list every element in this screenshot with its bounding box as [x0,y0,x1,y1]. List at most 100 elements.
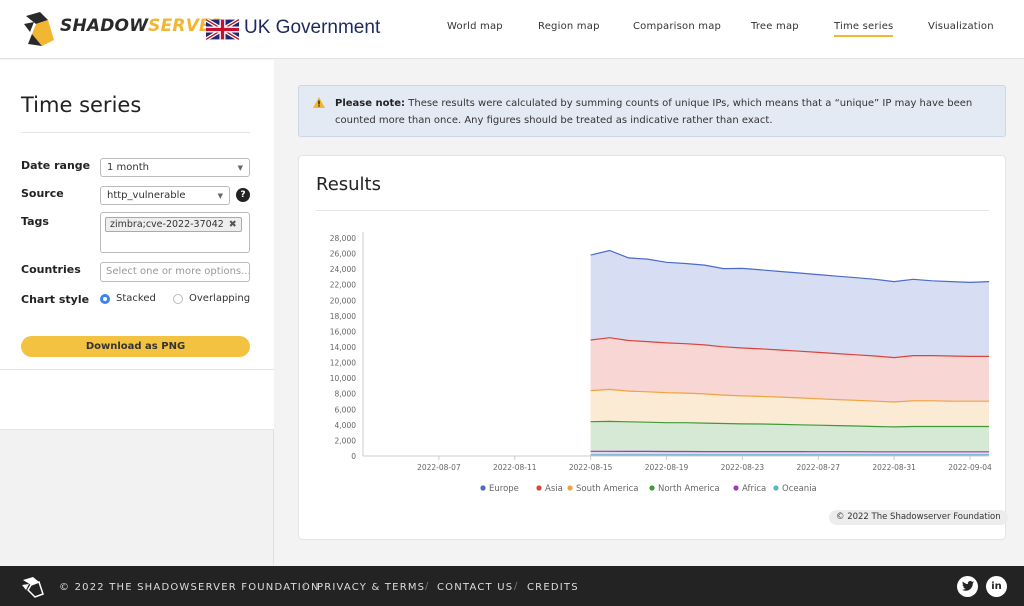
y-tick-label: 28,000 [330,234,356,243]
y-tick-label: 6,000 [335,405,357,414]
nav-comparison-map[interactable]: Comparison map [633,21,722,32]
x-tick-label: 2022-08-07 [417,463,461,472]
chart-credit[interactable]: © 2022 The Shadowserver Foundation [829,510,1008,525]
linkedin-icon[interactable]: in [986,576,1007,597]
source-label: Source [21,187,64,200]
line-asia [590,337,989,359]
notice-bold: Please note: [335,98,406,109]
brand-wordmark: SHADOWSERVER [60,16,225,36]
time-series-chart[interactable]: 0 2,000 4,000 6,000 8,000 10,000 12,000 14,000 1… [299,156,1007,541]
line-north-america [590,420,989,428]
area-north-america [590,421,989,452]
uk-government-label[interactable]: UK Government [244,17,381,38]
y-tick-label: 4,000 [335,421,357,430]
source-select[interactable]: http_vulnerable ▼ [100,186,230,205]
download-panel [0,370,274,430]
y-tick-label: 24,000 [330,265,356,274]
notice-banner: Please note: These results were calculat… [298,85,1006,137]
source-value: http_vulnerable [107,190,186,201]
warning-icon [313,97,325,108]
countries-label: Countries [21,263,81,276]
top-header: SHADOWSERVER UK Government World map Reg… [0,0,1024,59]
footer-copyright: © 2022 THE SHADOWSERVER FOUNDATION [59,582,320,593]
tag-chip-label: zimbra;cve-2022-37042 [110,219,224,230]
chevron-down-icon: ▼ [217,192,223,200]
download-png-button[interactable]: Download as PNG [21,336,250,357]
notice-text: Please note: These results were calculat… [335,95,1000,129]
y-tick-label: 14,000 [330,343,356,352]
y-tick-label: 26,000 [330,250,356,259]
legend-label-asia: Asia [545,484,563,494]
legend-dot-asia [536,485,542,491]
tag-chip: zimbra;cve-2022-37042 ✖ [105,217,242,232]
date-range-label: Date range [21,159,91,172]
y-tick-label: 20,000 [330,296,356,305]
results-divider [316,210,989,211]
nav-world-map[interactable]: World map [447,21,503,32]
uk-flag-icon [206,19,239,40]
footer-separator: / [303,581,307,592]
legend-label-north-america: North America [658,484,720,494]
x-tick-label: 2022-08-11 [493,463,537,472]
tags-label: Tags [21,215,49,228]
chevron-down-icon: ▼ [237,164,243,172]
y-tick-label: 2,000 [335,436,357,445]
twitter-icon[interactable] [957,576,978,597]
legend-dot-north-america [649,485,655,491]
shadowserver-logo[interactable]: SHADOWSERVER [22,10,224,48]
footer-separator: / [514,581,518,592]
x-tick-label: 2022-08-19 [645,463,689,472]
legend-dot-europe [480,485,486,491]
x-tick-label: 2022-08-31 [872,463,916,472]
countries-input[interactable]: Select one or more options... [100,262,250,282]
stacked-label[interactable]: Stacked [116,293,156,304]
x-tick-label: 2022-08-27 [796,463,840,472]
sidebar-title: Time series [21,93,142,117]
legend-label-africa: Africa [742,484,766,494]
legend-dot-africa [733,485,739,491]
y-tick-label: 8,000 [335,390,357,399]
footer-privacy-link[interactable]: PRIVACY & TERMS [317,582,426,593]
line-africa [590,450,989,453]
notice-body: These results were calculated by summing… [335,98,973,126]
x-tick-label: 2022-08-23 [721,463,765,472]
line-europe [590,249,990,284]
x-tick-label: 2022-08-15 [569,463,613,472]
nav-region-map[interactable]: Region map [538,21,600,32]
y-tick-label: 18,000 [330,312,356,321]
line-south-america [590,388,989,403]
area-asia [590,337,989,402]
tags-input[interactable]: zimbra;cve-2022-37042 ✖ [100,212,250,253]
x-tick-label: 2022-09-04 [948,463,992,472]
overlapping-label[interactable]: Overlapping [189,293,251,304]
legend-label-europe: Europe [489,484,519,494]
stacked-radio[interactable] [100,294,110,304]
overlapping-radio[interactable] [173,294,183,304]
date-range-value: 1 month [107,162,149,173]
shadowserver-footer-logo-icon[interactable] [21,576,47,598]
y-tick-label: 12,000 [330,359,356,368]
nav-tree-map[interactable]: Tree map [751,21,799,32]
legend-label-south-america: South America [576,484,638,494]
nav-time-series[interactable]: Time series [834,21,894,37]
y-tick-label: 10,000 [330,374,356,383]
y-tick-label: 22,000 [330,281,356,290]
date-range-select[interactable]: 1 month ▼ [100,158,250,177]
legend-dot-south-america [567,485,573,491]
footer-separator: / [425,581,429,592]
footer-contact-link[interactable]: CONTACT US [437,582,514,593]
remove-tag-icon[interactable]: ✖ [228,219,237,230]
results-card: Results 0 2,000 4,000 6,000 8,000 10,000 12,00… [298,155,1008,541]
legend-label-oceania: Oceania [782,484,817,494]
y-tick-label: 16,000 [330,327,356,336]
chart-style-label: Chart style [21,293,90,306]
shadowserver-mark-icon [24,12,54,46]
legend-dot-oceania [773,485,779,491]
nav-visualization[interactable]: Visualization [928,21,994,32]
sidebar-divider [21,132,250,133]
help-icon[interactable]: ? [236,188,250,202]
area-europe [590,250,989,358]
footer-credits-link[interactable]: CREDITS [527,582,579,593]
results-title: Results [316,174,381,195]
sidebar: Time series [0,60,274,565]
